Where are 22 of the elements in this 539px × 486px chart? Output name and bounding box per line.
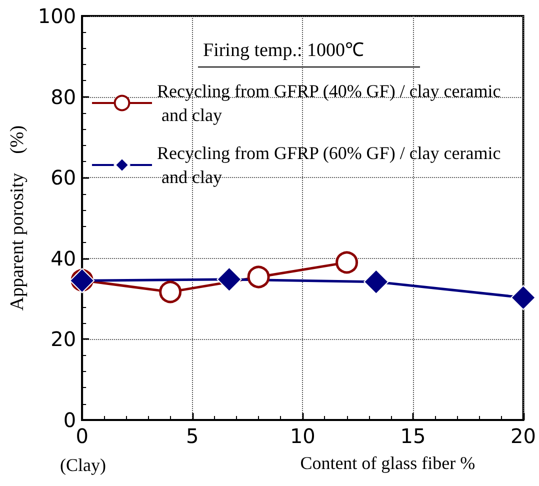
y-axis-title: Apparent porosity (%): [7, 125, 28, 311]
y-tick-label: 60: [50, 166, 76, 190]
x-tick-label: 10: [290, 424, 316, 448]
x-tick-label: 20: [510, 424, 536, 448]
point: [247, 266, 270, 288]
y-tick-label: 40: [50, 246, 76, 270]
x-axis-title: Content of glass fiber %: [300, 453, 476, 473]
point: [510, 285, 536, 310]
point: [159, 280, 182, 304]
point: [216, 266, 242, 292]
point: [364, 269, 389, 294]
x-tick-label: 15: [400, 424, 426, 448]
y-tick-label: 20: [50, 327, 76, 352]
point: [336, 251, 358, 274]
x-tick-label: 5: [186, 424, 199, 448]
annotation: Firing temp.: 1000℃: [203, 40, 364, 61]
legend-label: Recycling from GFRP (40% GF) / clay ceramic and clay: [157, 81, 501, 125]
text: (Clay): [60, 455, 106, 475]
legend-label: Recycling from GFRP (60% GF) / clay ceramic and clay: [157, 143, 501, 187]
y-tick-label: 80: [50, 84, 76, 109]
y-tick-label: 100: [38, 4, 76, 28]
y-tick-label: 0: [63, 408, 76, 432]
